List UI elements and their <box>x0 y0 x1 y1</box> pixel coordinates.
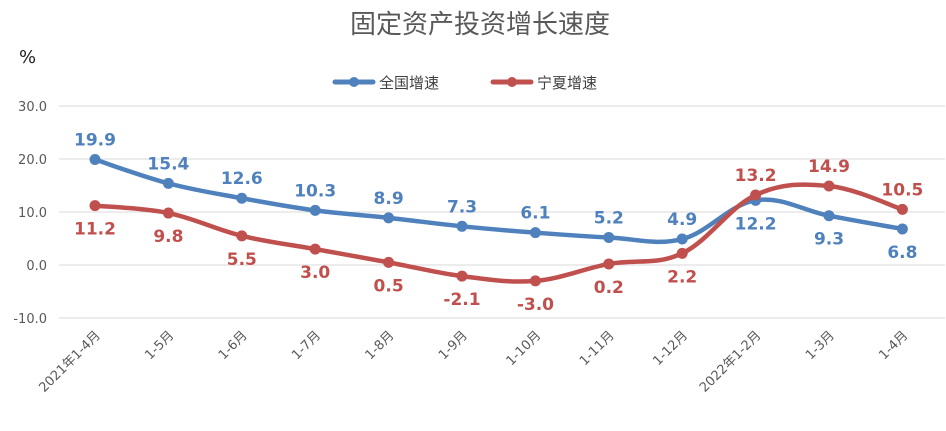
series-line <box>94 157 903 245</box>
y-tick-label: 10.0 <box>18 206 47 221</box>
data-point <box>750 189 762 201</box>
x-tick-label: 1-11月 <box>577 328 618 369</box>
data-point <box>162 207 174 219</box>
x-tick-label: 1-7月 <box>289 328 324 363</box>
gridlines <box>59 105 945 319</box>
y-tick-label: -10.0 <box>13 312 47 327</box>
y-tick-label: 20.0 <box>18 153 47 168</box>
data-point <box>162 177 174 189</box>
data-label: 2.2 <box>667 267 697 287</box>
y-axis-unit: % <box>19 47 36 68</box>
data-point <box>383 256 395 268</box>
data-label: 19.9 <box>74 131 116 151</box>
data-label: 8.9 <box>374 189 404 209</box>
data-label: 0.5 <box>374 276 404 296</box>
data-label: 13.2 <box>735 166 777 186</box>
data-label: 12.2 <box>735 214 777 234</box>
legend-swatch-marker <box>507 77 517 87</box>
data-point <box>529 275 541 287</box>
data-point <box>89 154 101 166</box>
x-tick-label: 1-3月 <box>803 328 838 363</box>
y-tick-label: 0.0 <box>26 259 47 274</box>
data-label: 4.9 <box>667 210 697 230</box>
data-label: 7.3 <box>447 197 477 217</box>
data-label: 3.0 <box>300 263 330 283</box>
data-label: 6.8 <box>887 243 917 263</box>
x-tick-label: 2021年1-4月 <box>36 328 103 395</box>
data-label: 12.6 <box>221 169 263 189</box>
data-label: 15.4 <box>147 154 189 174</box>
data-point <box>676 233 688 245</box>
y-tick-label: 30.0 <box>18 100 47 115</box>
data-label: 10.5 <box>881 180 923 200</box>
legend-label: 全国增速 <box>379 74 439 92</box>
data-point <box>236 192 248 204</box>
x-tick-label: 1-6月 <box>216 328 251 363</box>
series-layer <box>89 154 908 287</box>
y-axis-ticks: 30.0 20.0 10.0 0.0 -10.0 <box>13 100 47 327</box>
data-point <box>603 258 615 270</box>
data-label: 5.5 <box>227 250 257 270</box>
data-point <box>236 230 248 242</box>
data-label: 6.1 <box>520 204 550 224</box>
data-point <box>89 200 101 212</box>
x-tick-label: 1-10月 <box>504 328 545 369</box>
data-point <box>309 243 321 255</box>
data-label: 9.3 <box>814 230 844 250</box>
data-label: -3.0 <box>517 295 554 315</box>
data-label: -2.1 <box>443 290 480 310</box>
legend: 全国增速 宁夏增速 <box>332 74 597 92</box>
x-tick-label: 1-12月 <box>650 328 691 369</box>
data-point <box>529 227 541 239</box>
data-label: 5.2 <box>594 208 624 228</box>
data-label: 9.8 <box>153 227 183 247</box>
data-label: 14.9 <box>808 157 850 177</box>
data-point <box>309 204 321 216</box>
x-tick-label: 1-5月 <box>142 328 177 363</box>
data-point <box>456 220 468 232</box>
x-axis-ticks: 2021年1-4月 1-5月 1-6月 1-7月 1-8月 1-9月 1-10月 1-11月 1… <box>36 328 911 395</box>
x-tick-label: 1-4月 <box>876 328 911 363</box>
data-point <box>896 223 908 235</box>
legend-swatch-marker <box>349 77 359 87</box>
data-point <box>603 231 615 243</box>
data-labels: 19.9 15.4 12.6 10.3 8.9 7.3 6.1 5.2 4.9 12.2 9.3 6.… <box>74 131 923 315</box>
x-tick-label: 2022年1-2月 <box>697 328 764 395</box>
data-point <box>896 203 908 215</box>
data-point <box>823 210 835 222</box>
data-point <box>823 180 835 192</box>
series-line <box>94 182 904 284</box>
data-point <box>676 247 688 259</box>
data-label: 10.3 <box>294 181 336 201</box>
data-point <box>383 212 395 224</box>
data-label: 11.2 <box>74 220 116 240</box>
data-point <box>456 270 468 282</box>
legend-label: 宁夏增速 <box>537 74 597 92</box>
data-label: 0.2 <box>594 278 624 298</box>
chart-title: 固定资产投资增长速度 <box>350 10 610 40</box>
x-tick-label: 1-9月 <box>436 328 471 363</box>
x-tick-label: 1-8月 <box>363 328 398 363</box>
